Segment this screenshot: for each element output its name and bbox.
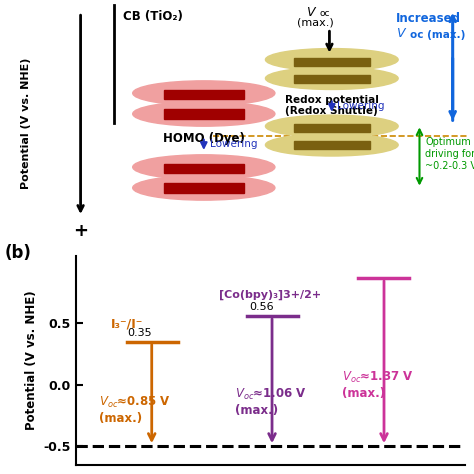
Text: Potential (V vs. NHE): Potential (V vs. NHE)	[21, 57, 31, 189]
Bar	[294, 58, 370, 65]
Ellipse shape	[265, 67, 398, 90]
Text: $V_{oc}$≈0.85 V
(max.): $V_{oc}$≈0.85 V (max.)	[99, 394, 171, 425]
Text: $V_{oc}$≈1.37 V
(max.): $V_{oc}$≈1.37 V (max.)	[342, 370, 414, 400]
Ellipse shape	[133, 155, 275, 180]
Text: +: +	[73, 222, 89, 240]
Ellipse shape	[265, 48, 398, 71]
Text: I₃⁻/I⁻: I₃⁻/I⁻	[111, 317, 143, 330]
Text: Optimum
driving force
~0.2-0.3 V: Optimum driving force ~0.2-0.3 V	[425, 137, 474, 171]
Text: $V$: $V$	[306, 6, 317, 19]
Text: $V_{oc}$≈1.06 V
(max.): $V_{oc}$≈1.06 V (max.)	[235, 387, 307, 417]
Text: Increased: Increased	[396, 12, 461, 25]
Ellipse shape	[133, 101, 275, 126]
Text: Redox potential
(Redox Shuttle): Redox potential (Redox Shuttle)	[285, 95, 379, 117]
Bar	[164, 90, 244, 99]
Bar	[294, 141, 370, 149]
Text: 0.56: 0.56	[249, 302, 273, 312]
Text: HOMO (Dye): HOMO (Dye)	[163, 132, 245, 145]
Bar	[294, 124, 370, 132]
Bar	[164, 109, 244, 119]
Text: Lowering: Lowering	[210, 139, 257, 149]
Text: [Co(bpy)₃]3+/2+: [Co(bpy)₃]3+/2+	[219, 290, 321, 300]
Text: oc (max.): oc (max.)	[410, 29, 465, 39]
Ellipse shape	[265, 134, 398, 156]
Ellipse shape	[133, 81, 275, 106]
Text: Lowering: Lowering	[337, 101, 385, 111]
Y-axis label: Potential (V vs. NHE): Potential (V vs. NHE)	[25, 291, 38, 430]
Ellipse shape	[133, 175, 275, 200]
Text: (b): (b)	[5, 244, 32, 262]
Text: $V$: $V$	[396, 27, 407, 40]
Text: CB (TiO₂): CB (TiO₂)	[123, 10, 183, 23]
Text: 0.35: 0.35	[128, 328, 152, 338]
Bar	[164, 164, 244, 173]
Bar	[164, 183, 244, 193]
Ellipse shape	[265, 115, 398, 137]
Text: oc: oc	[320, 9, 330, 18]
Bar	[294, 75, 370, 82]
Text: (max.): (max.)	[297, 18, 334, 28]
